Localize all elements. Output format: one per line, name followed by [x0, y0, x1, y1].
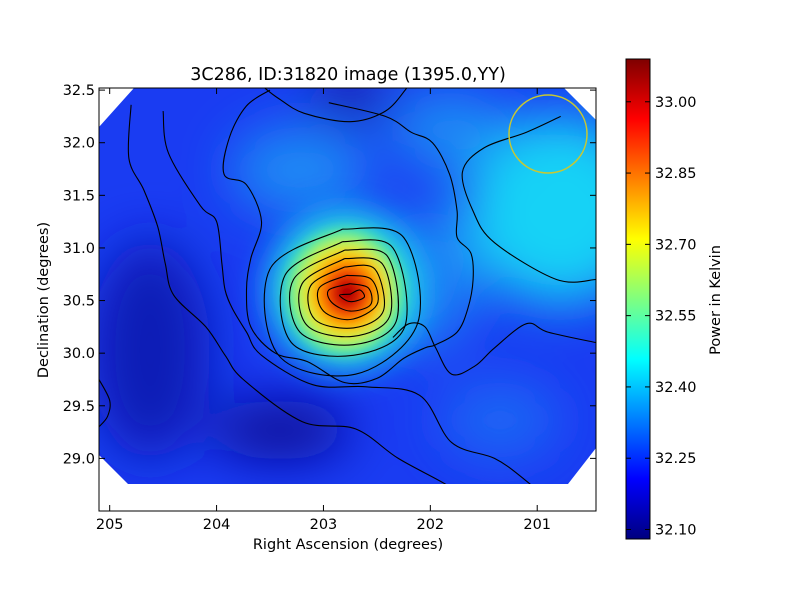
- x-tick-label: 202: [416, 517, 444, 533]
- x-tick-label: 203: [310, 517, 338, 533]
- beam-circle-marker: [508, 94, 588, 174]
- contour-line: [99, 379, 111, 428]
- y-axis: 29.0 29.5 30.0 30.5 31.0 31.5 32.0 32.5: [63, 83, 596, 467]
- contour-lines: [99, 88, 596, 516]
- y-tick-label: 30.0: [63, 346, 95, 362]
- contour-line: [461, 115, 596, 283]
- contour-line: [222, 89, 474, 385]
- y-tick-label: 31.0: [63, 241, 95, 257]
- y-tick-label: 31.5: [63, 188, 95, 204]
- colorbar-tick-label: 32.40: [655, 380, 697, 396]
- colorbar: [625, 58, 651, 540]
- contour-line: [326, 487, 425, 516]
- colorbar-label: Power in Kelvin: [708, 245, 724, 355]
- x-tick-label: 201: [523, 517, 551, 533]
- colorbar-tick-label: 32.70: [655, 237, 697, 253]
- colorbar-tick-label: 32.55: [655, 309, 697, 325]
- contour-line: [307, 264, 385, 329]
- y-tick-label: 30.5: [63, 294, 95, 310]
- contour-line: [264, 88, 408, 123]
- plot-frame: [98, 87, 597, 512]
- x-tick-label: 205: [96, 517, 124, 533]
- colorbar-ticks: 32.10 32.25 32.40 32.55 32.70 32.85 33.00: [626, 95, 697, 538]
- colorbar-tick-label: 32.10: [655, 522, 697, 538]
- x-axis-label: Right Ascension (degrees): [253, 537, 443, 553]
- chart-title: 3C286, ID:31820 image (1395.0,YY): [190, 65, 506, 85]
- x-tick-label: 204: [203, 517, 231, 533]
- y-axis-label: Declination (degrees): [36, 222, 52, 378]
- contour-line: [263, 227, 421, 377]
- contour-line: [162, 111, 559, 484]
- x-axis: 205 204 203 202 201: [96, 88, 551, 533]
- y-tick-label: 32.0: [63, 136, 95, 152]
- contour-line: [392, 322, 596, 376]
- y-tick-label: 29.5: [63, 399, 95, 415]
- contour-line: [326, 283, 373, 312]
- contour-line: [127, 104, 476, 484]
- colorbar-tick-label: 33.00: [655, 95, 697, 111]
- contour-line: [289, 248, 399, 346]
- contour-line: [279, 239, 408, 357]
- contour-line: [298, 257, 393, 338]
- y-tick-label: 29.0: [63, 451, 95, 467]
- contour-line: [338, 289, 366, 303]
- colorbar-tick-label: 32.85: [655, 166, 697, 182]
- colorbar-tick-label: 32.25: [655, 451, 697, 467]
- heatmap-image: [99, 88, 596, 484]
- contour-line: [316, 274, 379, 321]
- y-tick-label: 32.5: [63, 83, 95, 99]
